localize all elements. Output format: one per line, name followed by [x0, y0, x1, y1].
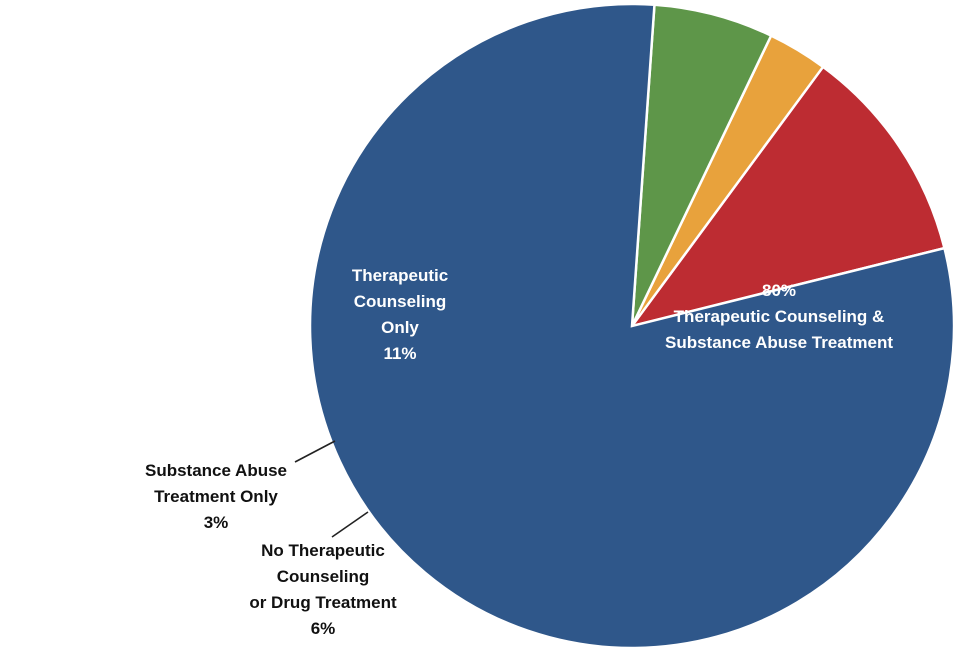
- slice-labels: Therapeutic Counseling Only 11% Substance Ab…: [145, 266, 893, 638]
- slice-label-line: or Drug Treatment: [249, 593, 397, 612]
- slice-label-3pct: Substance Abuse Treatment Only 3%: [145, 461, 287, 532]
- slice-label-line: Counseling: [354, 292, 447, 311]
- slice-label-line: Counseling: [277, 567, 370, 586]
- slice-label-line: Substance Abuse: [145, 461, 287, 480]
- slice-label-line: No Therapeutic: [261, 541, 385, 560]
- leader-lines: [294, 440, 369, 538]
- pie-slices: [308, 2, 956, 650]
- slice-label-11pct: Therapeutic Counseling Only 11%: [352, 266, 448, 363]
- slice-label-line: Therapeutic Counseling &: [674, 307, 885, 326]
- leader-line-6pct: [331, 511, 369, 538]
- pie-slice-6pct: [630, 3, 773, 327]
- slice-label-line: Therapeutic: [352, 266, 448, 285]
- slice-label-line: 6%: [311, 619, 336, 638]
- slice-label-80pct: 80% Therapeutic Counseling & Substance Abu…: [665, 281, 893, 352]
- pie-slice-80pct: [308, 2, 956, 650]
- slice-label-line: 3%: [204, 513, 229, 532]
- slice-label-line: Substance Abuse Treatment: [665, 333, 893, 352]
- slice-label-line: 11%: [383, 344, 416, 363]
- slice-label-line: Treatment Only: [154, 487, 278, 506]
- leader-line-3pct: [294, 440, 336, 463]
- slice-label-line: Only: [381, 318, 419, 337]
- slice-label-line: 80%: [762, 281, 796, 300]
- slice-label-6pct: No Therapeutic Counseling or Drug Treatmen…: [249, 541, 397, 638]
- pie-slice-11pct: [628, 65, 946, 329]
